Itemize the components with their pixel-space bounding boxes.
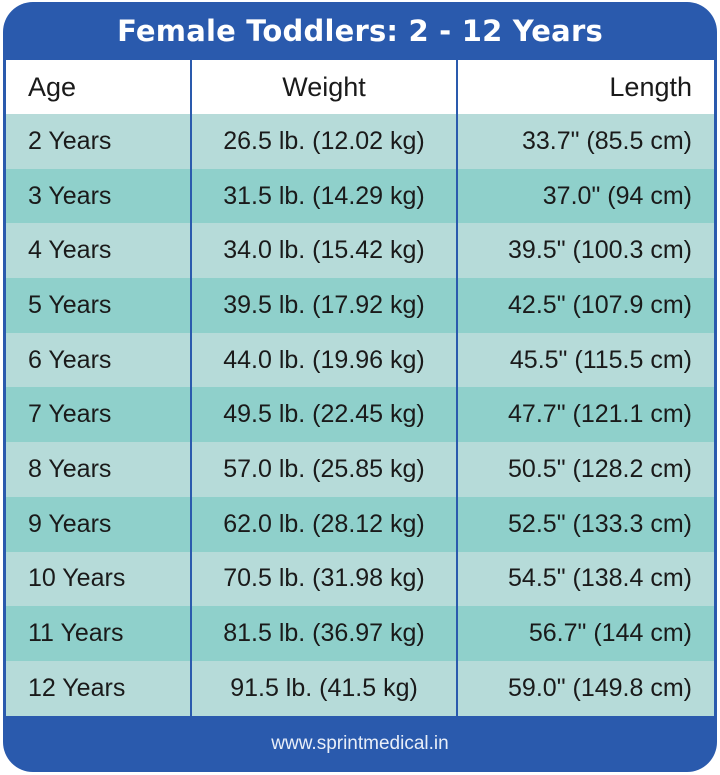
table-row: 2 Years 26.5 lb. (12.02 kg) 33.7" (85.5 cm… bbox=[6, 114, 714, 169]
length-cell: 56.7" (144 cm) bbox=[456, 606, 714, 661]
table-row: 4 Years 34.0 lb. (15.42 kg) 39.5" (100.3 c… bbox=[6, 223, 714, 279]
age-cell: 10 Years bbox=[6, 551, 191, 607]
age-cell: 3 Years bbox=[6, 168, 191, 224]
table-row: 5 Years 39.5 lb. (17.92 kg) 42.5" (107.9 c… bbox=[6, 278, 714, 333]
growth-chart-card: Female Toddlers: 2 - 12 Years Age Weight… bbox=[3, 2, 717, 772]
length-cell: 47.7" (121.1 cm) bbox=[456, 387, 714, 443]
age-cell: 11 Years bbox=[6, 606, 191, 661]
table-row: 12 Years 91.5 lb. (41.5 kg) 59.0" (149.8 c… bbox=[6, 660, 714, 716]
age-cell: 6 Years bbox=[6, 332, 191, 388]
age-cell: 2 Years bbox=[6, 114, 191, 169]
header-row: Age Weight Length bbox=[6, 60, 714, 114]
table-row: 10 Years 70.5 lb. (31.98 kg) 54.5" (138.4 … bbox=[6, 551, 714, 607]
length-cell: 42.5" (107.9 cm) bbox=[456, 278, 714, 333]
weight-cell: 26.5 lb. (12.02 kg) bbox=[190, 114, 457, 169]
age-cell: 7 Years bbox=[6, 387, 191, 443]
age-cell: 8 Years bbox=[6, 442, 191, 497]
weight-cell: 81.5 lb. (36.97 kg) bbox=[190, 606, 457, 661]
length-cell: 50.5" (128.2 cm) bbox=[456, 442, 714, 497]
age-cell: 12 Years bbox=[6, 660, 191, 716]
length-cell: 39.5" (100.3 cm) bbox=[456, 223, 714, 279]
header-age: Age bbox=[6, 60, 191, 114]
weight-cell: 39.5 lb. (17.92 kg) bbox=[190, 278, 457, 333]
table-title: Female Toddlers: 2 - 12 Years bbox=[117, 14, 603, 48]
length-cell: 37.0" (94 cm) bbox=[456, 168, 714, 224]
table-row: 3 Years 31.5 lb. (14.29 kg) 37.0" (94 cm) bbox=[6, 168, 714, 224]
table-row: 7 Years 49.5 lb. (22.45 kg) 47.7" (121.1 c… bbox=[6, 387, 714, 443]
weight-cell: 62.0 lb. (28.12 kg) bbox=[190, 496, 457, 552]
table-row: 9 Years 62.0 lb. (28.12 kg) 52.5" (133.3 c… bbox=[6, 496, 714, 552]
header-length: Length bbox=[456, 60, 714, 114]
age-cell: 4 Years bbox=[6, 223, 191, 279]
length-cell: 54.5" (138.4 cm) bbox=[456, 551, 714, 607]
footer-website: www.sprintmedical.in bbox=[271, 733, 449, 754]
weight-cell: 44.0 lb. (19.96 kg) bbox=[190, 332, 457, 388]
length-cell: 59.0" (149.8 cm) bbox=[456, 660, 714, 716]
weight-cell: 34.0 lb. (15.42 kg) bbox=[190, 223, 457, 279]
weight-cell: 91.5 lb. (41.5 kg) bbox=[190, 660, 457, 716]
header-weight: Weight bbox=[190, 60, 457, 114]
length-cell: 52.5" (133.3 cm) bbox=[456, 496, 714, 552]
table-row: 11 Years 81.5 lb. (36.97 kg) 56.7" (144 cm… bbox=[6, 606, 714, 661]
table-row: 8 Years 57.0 lb. (25.85 kg) 50.5" (128.2 c… bbox=[6, 442, 714, 497]
weight-cell: 49.5 lb. (22.45 kg) bbox=[190, 387, 457, 443]
growth-table: Age Weight Length 2 Years 26.5 lb. (12.02… bbox=[6, 60, 714, 716]
weight-cell: 57.0 lb. (25.85 kg) bbox=[190, 442, 457, 497]
age-cell: 5 Years bbox=[6, 278, 191, 333]
length-cell: 45.5" (115.5 cm) bbox=[456, 332, 714, 388]
age-cell: 9 Years bbox=[6, 496, 191, 552]
weight-cell: 70.5 lb. (31.98 kg) bbox=[190, 551, 457, 607]
length-cell: 33.7" (85.5 cm) bbox=[456, 114, 714, 169]
weight-cell: 31.5 lb. (14.29 kg) bbox=[190, 168, 457, 224]
table-row: 6 Years 44.0 lb. (19.96 kg) 45.5" (115.5 c… bbox=[6, 332, 714, 388]
